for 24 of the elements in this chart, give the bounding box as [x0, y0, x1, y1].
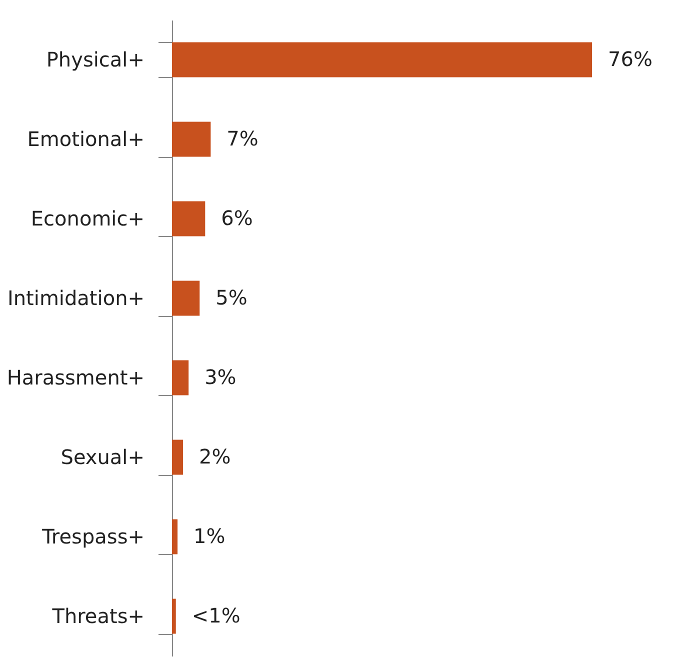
- bar: [172, 519, 178, 554]
- y-tick-label: Emotional+: [27, 126, 144, 151]
- data-label: 1%: [194, 524, 226, 548]
- data-label: 6%: [221, 206, 253, 230]
- y-tick-label: Harassment+: [6, 365, 144, 390]
- bar: [172, 42, 592, 78]
- data-label: 2%: [199, 444, 231, 468]
- bar: [172, 201, 206, 236]
- data-label: 5%: [216, 285, 248, 310]
- data-label: <1%: [192, 603, 240, 628]
- y-tick-label: Threats+: [51, 604, 144, 628]
- y-tick-label: Physical+: [46, 47, 144, 72]
- bar: [172, 122, 211, 157]
- bar: [172, 360, 189, 396]
- bar: [172, 440, 184, 475]
- bar: [172, 598, 176, 634]
- y-tick-label: Trespass+: [41, 524, 144, 548]
- y-tick-label: Sexual+: [60, 444, 144, 469]
- data-label: 7%: [226, 126, 258, 150]
- y-tick-label: Economic+: [30, 206, 144, 230]
- data-label: 3%: [204, 364, 236, 389]
- y-tick-label: Intimidation+: [7, 286, 144, 310]
- data-label: 76%: [608, 46, 652, 71]
- bar: [172, 280, 200, 316]
